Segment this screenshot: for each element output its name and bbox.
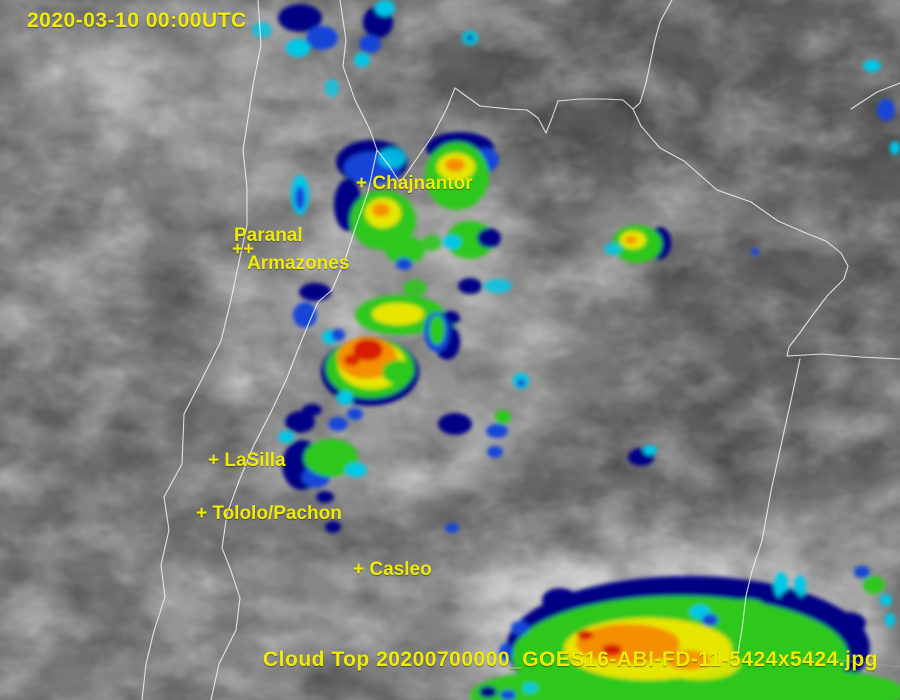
storm-cell-lasilla (282, 439, 657, 533)
storm-cells (252, 0, 900, 700)
site-label-armazones: Armazones (247, 253, 350, 274)
storm-specks-south (278, 312, 529, 458)
site-marker-paranal-armazones: ++ (232, 239, 255, 260)
storm-cell-southeast (470, 566, 900, 700)
storm-cell-top-north (252, 0, 478, 97)
site-label-paranal: Paranal (234, 225, 303, 246)
country-borders (141, 0, 900, 700)
border-paraguay-argentina (632, 0, 900, 360)
timestamp: 2020-03-10 00:00UTC (27, 9, 247, 32)
border-northeast-corner (850, 82, 900, 110)
caption: Cloud Top 20200700000_GOES16-ABI-FD-11-5… (263, 648, 879, 671)
site-label-casleo: + Casleo (353, 559, 432, 580)
storm-specks-right-edge (863, 60, 900, 155)
site-label-chajnantor: + Chajnantor (356, 173, 473, 194)
storm-cell-east (604, 225, 759, 263)
storm-cell-central (293, 283, 460, 420)
border-bolivia-argentina (376, 87, 634, 184)
border-chile-bolivia (339, 0, 378, 151)
border-coastline (141, 0, 262, 700)
storm-cell-chajnantor-east (396, 132, 512, 296)
border-chile-argentina (210, 149, 378, 700)
border-southeast-faint (787, 656, 900, 668)
storm-cell-chajnantor-west (334, 140, 425, 264)
border-parana-river (736, 358, 801, 660)
site-label-tololo-pachon: + Tololo/Pachon (196, 503, 342, 524)
storm-cell-coastal-speck (291, 175, 309, 215)
site-label-lasilla: + LaSilla (208, 450, 286, 471)
